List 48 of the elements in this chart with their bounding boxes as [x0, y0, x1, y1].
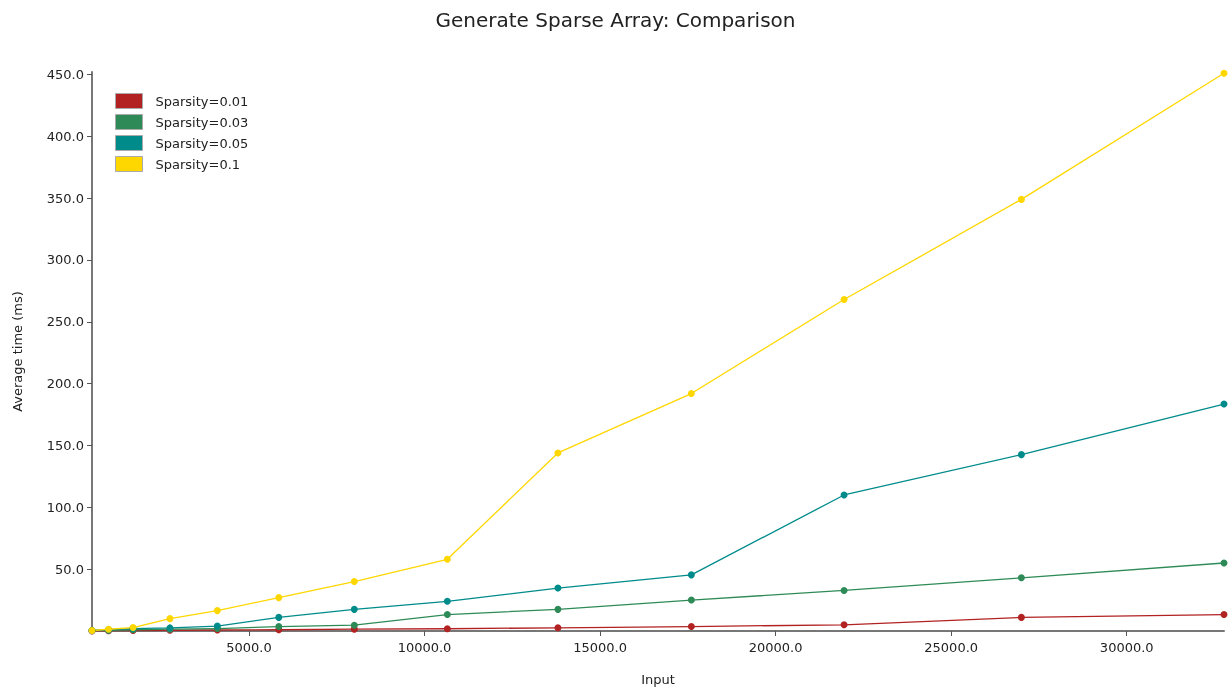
point: [213, 607, 221, 615]
point: [443, 597, 451, 605]
point: [687, 596, 695, 604]
y-tick-label: 350.0: [46, 190, 84, 206]
chart-title: Generate Sparse Array: Comparison: [435, 8, 796, 32]
point: [443, 555, 451, 563]
y-tick-label: 300.0: [46, 252, 84, 268]
x-tick-label: 20000.0: [748, 640, 803, 655]
point: [840, 621, 848, 629]
point: [443, 625, 451, 633]
x-axis-title: Input: [641, 672, 675, 687]
x-tick-label: 25000.0: [924, 640, 979, 655]
point: [687, 571, 695, 579]
point: [166, 615, 174, 623]
point: [443, 611, 451, 619]
point: [1220, 69, 1228, 77]
point: [1017, 574, 1025, 582]
point: [350, 605, 358, 613]
point: [275, 613, 283, 621]
point: [1017, 451, 1025, 459]
y-tick-label: 250.0: [46, 314, 84, 330]
point: [350, 578, 358, 586]
x-tick-label: 15000.0: [573, 640, 627, 655]
y-tick-label: 450.0: [46, 66, 84, 82]
point: [1220, 611, 1228, 619]
point: [1017, 613, 1025, 621]
legend-label: Sparsity=0.01: [155, 93, 249, 109]
y-tick-label: 150.0: [46, 437, 84, 453]
point: [840, 586, 848, 594]
point: [840, 296, 848, 304]
point: [275, 594, 283, 602]
x-tick-label: 5000.0: [226, 640, 272, 655]
y-tick-label: 200.0: [46, 376, 84, 392]
x-tick-label: 30000.0: [1099, 640, 1154, 655]
y-axis-title: Average time (ms): [10, 291, 25, 412]
y-tick-label: 100.0: [46, 499, 84, 515]
y-tick-label: 50.0: [55, 561, 84, 577]
legend-label: Sparsity=0.1: [155, 156, 241, 172]
point: [554, 605, 562, 613]
y-tick-label: 400.0: [46, 128, 84, 144]
x-tick-label: 10000.0: [397, 640, 452, 655]
point: [350, 621, 358, 629]
legend-label: Sparsity=0.03: [155, 114, 249, 130]
point: [687, 390, 695, 398]
point: [687, 623, 695, 631]
point: [1017, 195, 1025, 203]
legend-label: Sparsity=0.05: [155, 135, 249, 151]
point: [554, 624, 562, 632]
